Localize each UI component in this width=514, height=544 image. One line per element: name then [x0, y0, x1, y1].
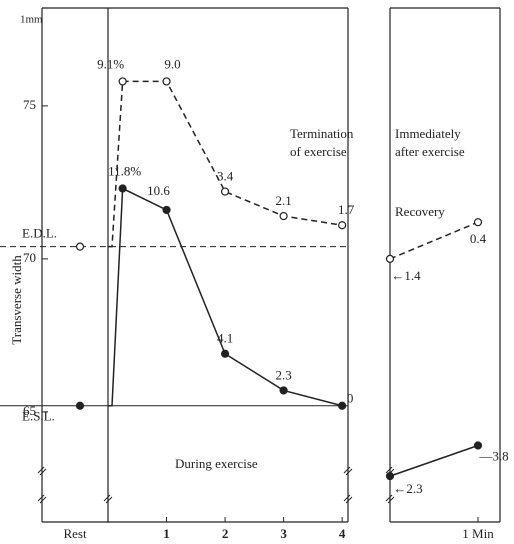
data-label: 0 — [347, 391, 354, 406]
data-point — [279, 211, 288, 221]
data-point — [75, 401, 85, 410]
axis-break — [105, 496, 113, 504]
data-label: 9.0 — [164, 56, 180, 71]
reference-label: E.D.L. — [22, 226, 57, 241]
annotation: of exercise — [290, 144, 347, 159]
data-point — [385, 254, 395, 263]
data-label: 11.8% — [108, 163, 141, 178]
data-label: 3.4 — [217, 169, 234, 184]
recovery-line — [389, 221, 479, 260]
axis-break — [37, 466, 45, 474]
axis-break — [345, 468, 353, 476]
axis-break — [343, 466, 351, 474]
data-label: 9.1% — [97, 56, 124, 71]
annotation: Termination — [290, 126, 354, 141]
data-point — [473, 218, 483, 227]
data-point — [385, 472, 395, 481]
x-tick-label: Rest — [63, 526, 87, 541]
data-label: 2.3 — [275, 367, 291, 382]
data-label: 2.1 — [275, 193, 291, 208]
y-tick-label: 70 — [23, 250, 36, 265]
x-tick-label: 3 — [280, 526, 287, 541]
recovery-line — [389, 444, 479, 477]
data-label: ←1.4 — [391, 268, 421, 283]
axis-break — [343, 494, 351, 502]
data-point — [338, 401, 347, 410]
data-label: 1.7 — [338, 202, 355, 217]
data-point — [220, 349, 230, 358]
data-point — [220, 187, 230, 196]
y-tick-label: 65 — [23, 403, 36, 418]
data-label: —3.8 — [478, 448, 508, 463]
data-point — [75, 242, 85, 251]
data-point — [473, 441, 483, 450]
x-tick-label: 4 — [339, 526, 346, 541]
data-point — [118, 184, 127, 193]
data-point — [279, 386, 288, 395]
data-label: ←2.3 — [393, 481, 422, 496]
x-tick-label: 2 — [222, 526, 229, 541]
annotation: During exercise — [175, 456, 258, 471]
axis-break — [37, 494, 45, 502]
rest-connector — [108, 188, 124, 407]
rest-connector — [108, 81, 124, 248]
axis-break — [103, 494, 111, 502]
data-label: 0.4 — [470, 231, 487, 246]
axis-break — [39, 468, 47, 476]
data-point — [162, 205, 171, 215]
data-point — [338, 221, 347, 230]
y-unit: 1mm — [20, 14, 43, 26]
data-point — [118, 77, 127, 86]
x-tick-label: 1 Min — [462, 526, 494, 541]
data-point — [162, 77, 171, 86]
annotation: after exercise — [395, 144, 465, 159]
x-tick-label: 1 — [163, 526, 170, 541]
axis-break — [345, 496, 353, 504]
y-axis-label: Transverse width — [9, 255, 24, 345]
data-line — [122, 187, 343, 407]
data-label: 4.1 — [217, 331, 233, 346]
data-line — [122, 80, 343, 226]
axis-break — [39, 496, 47, 504]
y-tick-label: 75 — [23, 97, 36, 112]
annotation: Recovery — [395, 204, 445, 219]
reference-label: E.S.L. — [22, 409, 55, 424]
data-label: 10.6 — [147, 183, 170, 198]
axis-break — [385, 494, 393, 502]
axis-break — [387, 496, 395, 504]
axis-break — [385, 466, 393, 474]
annotation: Immediately — [395, 126, 461, 141]
